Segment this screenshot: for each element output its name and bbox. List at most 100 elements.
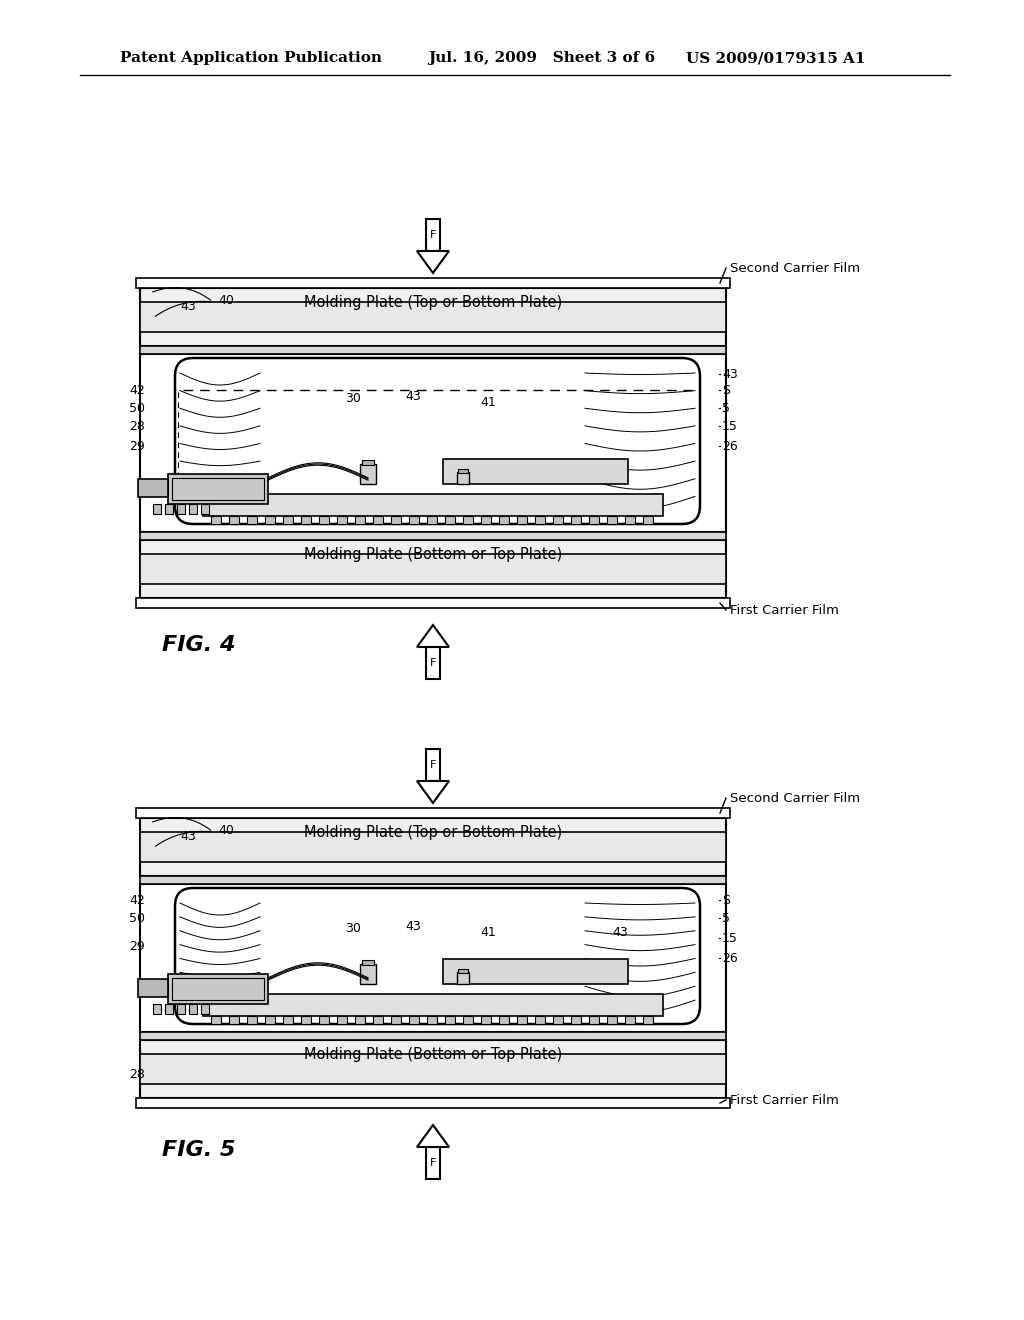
Bar — [607, 1016, 617, 1024]
Bar — [211, 516, 221, 524]
Bar — [643, 1016, 653, 1024]
Text: F: F — [430, 657, 436, 668]
Bar — [203, 994, 663, 1016]
Text: 41: 41 — [480, 396, 496, 409]
Polygon shape — [417, 624, 449, 647]
Bar — [362, 960, 374, 965]
Text: 43: 43 — [406, 389, 421, 403]
Bar — [535, 1016, 545, 1024]
Bar — [140, 288, 726, 346]
Bar — [140, 1032, 726, 1040]
Bar — [247, 516, 257, 524]
Bar — [189, 1005, 197, 1014]
Bar — [443, 459, 628, 484]
Bar — [373, 1016, 383, 1024]
Bar — [265, 516, 275, 524]
Bar — [607, 516, 617, 524]
Bar — [589, 1016, 599, 1024]
Text: S: S — [722, 894, 730, 907]
Text: First Carrier Film: First Carrier Film — [730, 603, 839, 616]
Bar — [571, 516, 581, 524]
Bar — [337, 1016, 347, 1024]
Bar — [201, 1005, 209, 1014]
Bar — [229, 1016, 239, 1024]
Bar — [427, 516, 437, 524]
Text: 43: 43 — [180, 300, 196, 313]
Bar — [172, 978, 264, 1001]
Bar — [360, 964, 376, 983]
Text: F: F — [430, 1158, 436, 1168]
Text: 42: 42 — [129, 894, 145, 907]
Polygon shape — [417, 1125, 449, 1147]
Text: 41: 41 — [480, 927, 496, 940]
Bar — [589, 516, 599, 524]
Text: Patent Application Publication: Patent Application Publication — [120, 51, 382, 65]
Bar — [426, 1147, 440, 1179]
Bar — [136, 1098, 730, 1107]
Text: Molding Plate (Top or Bottom Plate): Molding Plate (Top or Bottom Plate) — [304, 825, 562, 840]
Text: 29: 29 — [129, 940, 145, 953]
Text: 43: 43 — [722, 367, 737, 380]
Bar — [445, 1016, 455, 1024]
Text: Jul. 16, 2009   Sheet 3 of 6: Jul. 16, 2009 Sheet 3 of 6 — [428, 51, 655, 65]
Text: 15: 15 — [722, 932, 738, 945]
Bar — [426, 647, 440, 678]
Text: US 2009/0179315 A1: US 2009/0179315 A1 — [686, 51, 865, 65]
Text: FIG. 5: FIG. 5 — [162, 1140, 236, 1160]
Bar — [337, 516, 347, 524]
Bar — [140, 354, 726, 532]
Bar — [211, 1016, 221, 1024]
Bar — [625, 1016, 635, 1024]
Bar — [571, 1016, 581, 1024]
Bar — [355, 516, 365, 524]
FancyBboxPatch shape — [175, 888, 700, 1024]
Bar — [265, 1016, 275, 1024]
Bar — [301, 1016, 311, 1024]
Bar — [409, 516, 419, 524]
Text: Second Carrier Film: Second Carrier Film — [730, 261, 860, 275]
Text: 28: 28 — [129, 420, 145, 433]
Bar — [168, 974, 268, 1005]
Bar — [517, 1016, 527, 1024]
Text: F: F — [430, 230, 436, 240]
Bar — [553, 1016, 563, 1024]
Bar — [457, 972, 469, 983]
Bar — [426, 219, 440, 251]
Bar — [138, 979, 168, 997]
Bar — [140, 1053, 726, 1084]
Bar — [553, 516, 563, 524]
Bar — [426, 748, 440, 781]
Text: 43: 43 — [180, 829, 196, 842]
Bar — [625, 516, 635, 524]
Text: 50: 50 — [129, 912, 145, 924]
Bar — [481, 1016, 490, 1024]
Bar — [140, 1040, 726, 1098]
Bar — [427, 1016, 437, 1024]
Bar — [140, 532, 726, 540]
Bar — [535, 516, 545, 524]
Bar — [301, 516, 311, 524]
Bar — [443, 960, 628, 983]
Text: Molding Plate (Top or Bottom Plate): Molding Plate (Top or Bottom Plate) — [304, 294, 562, 309]
Bar — [140, 554, 726, 583]
Bar — [140, 346, 726, 354]
Bar — [373, 516, 383, 524]
Text: 5: 5 — [722, 912, 730, 924]
FancyBboxPatch shape — [175, 358, 700, 524]
Bar — [140, 302, 726, 333]
Bar — [319, 1016, 329, 1024]
Text: F: F — [430, 760, 436, 770]
Bar — [140, 540, 726, 598]
Bar — [136, 808, 730, 818]
Bar — [362, 459, 374, 465]
Bar — [201, 504, 209, 513]
Text: Molding Plate (Bottom or Top Plate): Molding Plate (Bottom or Top Plate) — [304, 546, 562, 561]
Bar — [319, 516, 329, 524]
Text: Molding Plate (Bottom or Top Plate): Molding Plate (Bottom or Top Plate) — [304, 1047, 562, 1061]
Text: 26: 26 — [722, 952, 737, 965]
Bar — [153, 1005, 161, 1014]
Bar — [203, 494, 663, 516]
Bar — [165, 1005, 173, 1014]
Text: 43: 43 — [612, 927, 628, 940]
Polygon shape — [417, 251, 449, 273]
